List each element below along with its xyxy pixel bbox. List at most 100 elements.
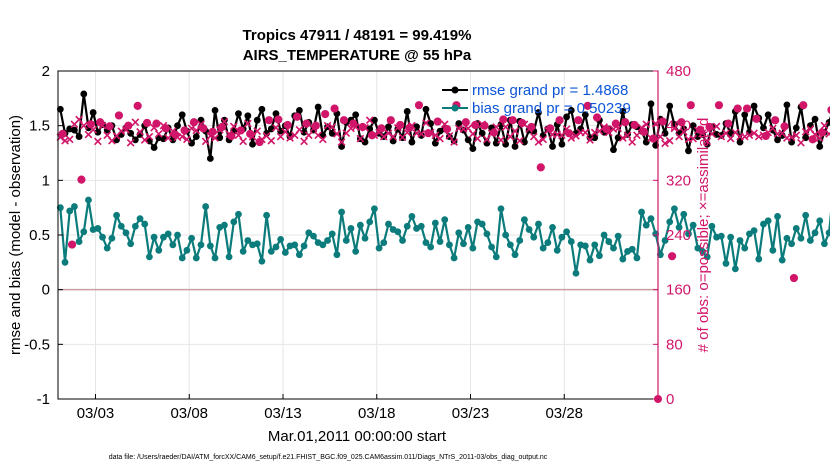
rmse-point xyxy=(272,110,280,118)
bias-point xyxy=(446,241,453,249)
obs-assimilated-point xyxy=(126,138,135,147)
bias-point xyxy=(783,234,791,242)
rmse-point xyxy=(652,141,660,149)
rmse-point xyxy=(750,102,758,110)
rmse-point xyxy=(661,129,669,137)
bias-point xyxy=(567,238,575,245)
rmse-point xyxy=(314,103,322,111)
bias-point xyxy=(558,233,566,241)
obs-assimilated-point xyxy=(178,132,187,141)
obs-assimilated-point xyxy=(637,123,646,132)
obs-assimilated-point xyxy=(787,133,796,142)
obs-assimilated-point xyxy=(492,123,501,131)
bias-point xyxy=(366,218,374,226)
rmse-point xyxy=(211,106,219,114)
obs-assimilated-point xyxy=(304,131,313,140)
x-tick-label: 03/28 xyxy=(545,405,583,422)
bias-point xyxy=(61,258,69,266)
bias-point xyxy=(136,215,144,223)
obs-assimilated-point xyxy=(633,131,641,140)
rmse-point xyxy=(192,133,200,141)
rmse-point xyxy=(464,136,472,144)
y-tick-label: -0.5 xyxy=(24,336,50,353)
obs-possible-point xyxy=(114,111,124,120)
obs-assimilated-point xyxy=(797,138,805,147)
obs-assimilated-point xyxy=(745,131,754,140)
bias-point xyxy=(146,253,153,261)
y-tick-label: 1.5 xyxy=(29,118,50,135)
obs-assimilated-point xyxy=(501,123,510,131)
obs-assimilated-point xyxy=(356,134,365,143)
obs-assimilated-point xyxy=(206,132,215,140)
y2-axis-ticks: 480 400 320 240 160 80 0 xyxy=(653,63,691,408)
obs-assimilated-point xyxy=(187,124,196,133)
x-tick-label: 03/18 xyxy=(358,405,396,422)
bias-point xyxy=(661,237,669,244)
bias-point xyxy=(164,230,172,238)
x-tick-label: 03/03 xyxy=(77,405,115,422)
obs-possible-point xyxy=(639,127,649,136)
bias-point xyxy=(375,244,383,252)
obs-assimilated-point xyxy=(628,138,637,146)
rmse-point xyxy=(619,108,627,115)
bias-point xyxy=(497,205,505,213)
chart-title: Tropics 47911 / 48191 = 99.419% xyxy=(243,27,472,44)
bias-point xyxy=(821,240,828,248)
bias-point xyxy=(94,225,102,232)
obs-possible-point xyxy=(471,120,480,130)
obs-assimilated-point xyxy=(408,121,416,130)
obs-assimilated-point xyxy=(225,130,233,138)
obs-assimilated-point xyxy=(159,121,168,130)
obs-assimilated-point xyxy=(79,121,88,130)
obs-possible-point xyxy=(67,240,77,249)
rmse-point xyxy=(80,90,88,98)
rmse-point xyxy=(221,116,228,124)
bias-point xyxy=(722,260,730,267)
obs-assimilated-point xyxy=(192,126,201,135)
obs-assimilated-point xyxy=(689,134,698,143)
obs-assimilated-point xyxy=(370,131,379,140)
bias-point xyxy=(385,220,392,228)
rmse-point xyxy=(127,129,135,137)
x-tick-label: 03/13 xyxy=(264,405,302,422)
rmse-point xyxy=(764,111,772,119)
bias-point xyxy=(802,211,810,219)
bias-point xyxy=(530,233,538,241)
obs-possible-point xyxy=(789,273,799,283)
bias-point xyxy=(464,223,472,231)
obs-assimilated-point xyxy=(801,127,810,136)
obs-assimilated-point xyxy=(131,118,140,127)
legend-rmse-label: rmse grand pr = 1.4868 xyxy=(472,82,628,99)
rmse-point xyxy=(535,109,542,116)
bias-point xyxy=(253,240,261,248)
bias-point xyxy=(155,246,163,254)
bias-point xyxy=(619,255,627,263)
bias-point xyxy=(628,245,636,253)
bias-point xyxy=(197,241,205,249)
rmse-point xyxy=(150,144,158,151)
rmse-point xyxy=(478,129,486,137)
rmse-point xyxy=(577,125,585,133)
obs-possible-point xyxy=(752,114,761,123)
obs-assimilated-point xyxy=(604,128,613,137)
bias-point xyxy=(427,243,435,251)
bias-point xyxy=(806,237,814,244)
obs-assimilated-point xyxy=(197,120,205,129)
bias-point xyxy=(614,232,622,240)
bias-point xyxy=(399,237,406,244)
rmse-point xyxy=(403,108,411,115)
obs-assimilated-point xyxy=(267,136,276,145)
obs-assimilated-point xyxy=(581,128,590,137)
obs-assimilated-point xyxy=(665,136,674,145)
obs-assimilated-point xyxy=(811,130,819,139)
obs-assimilated-point xyxy=(272,123,280,132)
obs-possible-point xyxy=(630,120,639,130)
bias-point xyxy=(431,219,439,227)
y2-tick-label: 80 xyxy=(666,336,683,353)
obs-possible-point xyxy=(105,122,114,131)
data-file-footer: data file: /Users/raeder/DAI/ATM_forcXX/… xyxy=(109,454,548,461)
bias-point xyxy=(553,246,561,254)
y-tick-label: 1 xyxy=(42,172,50,189)
bias-point xyxy=(816,217,824,225)
bias-point xyxy=(647,215,655,223)
